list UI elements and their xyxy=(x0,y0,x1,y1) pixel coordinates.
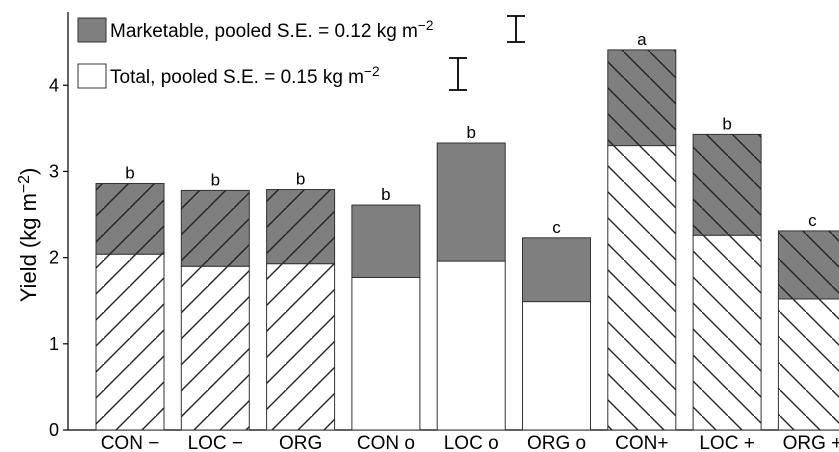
x-tick-label: ORG o xyxy=(527,433,586,452)
bar-total-hatch xyxy=(607,145,676,430)
y-axis-label: Yield (kg m−2) xyxy=(16,168,41,303)
bar-marketable-hatch xyxy=(607,49,676,146)
bar-marketable-hatch xyxy=(181,190,250,267)
significance-letter: b xyxy=(722,114,731,133)
significance-letter: c xyxy=(808,211,817,230)
bar-group xyxy=(777,230,839,431)
bar-total-hatch xyxy=(266,263,335,430)
bar-group xyxy=(436,142,506,431)
significance-letter: b xyxy=(211,170,220,189)
bar-total-hatch xyxy=(96,254,164,430)
significance-letters: b b b b b c a b c xyxy=(125,30,817,237)
x-tick-label: CON − xyxy=(101,433,160,452)
bar-marketable xyxy=(522,237,591,303)
legend-swatch-marketable xyxy=(77,17,107,43)
significance-letter: b xyxy=(296,170,305,189)
bar-marketable-hatch xyxy=(778,230,839,299)
legend-swatch-total xyxy=(77,63,107,89)
bar-marketable xyxy=(351,204,421,278)
bar-total xyxy=(351,276,421,431)
se-bar-total xyxy=(449,57,467,91)
bar-total xyxy=(522,301,591,431)
significance-letter: b xyxy=(125,164,134,183)
y-tick-label: 3 xyxy=(49,161,59,181)
x-tick-label: ORG + xyxy=(783,433,839,452)
x-tick-labels: CON − LOC − ORG CON o LOC o ORG o CON+ LOC + ORG… xyxy=(101,433,839,452)
bar-marketable-hatch xyxy=(96,183,164,255)
bar-group xyxy=(266,189,336,431)
legend-label-marketable: Marketable, pooled S.E. = 0.12 kg m−2 xyxy=(110,18,433,42)
bar-group xyxy=(607,49,677,431)
bar-marketable-hatch xyxy=(266,189,335,264)
legend-item-total: Total, pooled S.E. = 0.15 kg m−2 xyxy=(77,57,467,91)
bar-marketable-hatch xyxy=(693,134,762,236)
significance-letter: b xyxy=(466,123,475,142)
significance-letter: a xyxy=(637,30,647,49)
bar-group xyxy=(692,133,762,431)
legend-item-marketable: Marketable, pooled S.E. = 0.12 kg m−2 xyxy=(77,15,525,43)
bar-group xyxy=(95,183,165,431)
bar-total-hatch xyxy=(693,235,762,430)
y-tick-label: 1 xyxy=(49,334,59,354)
x-tick-label: CON o xyxy=(357,433,415,452)
significance-letter: b xyxy=(381,185,390,204)
x-tick-label: LOC − xyxy=(188,433,243,452)
x-tick-label: CON+ xyxy=(615,433,668,452)
bar-marketable xyxy=(436,142,506,262)
legend: Marketable, pooled S.E. = 0.12 kg m−2 To… xyxy=(77,15,525,91)
y-tick-label: 4 xyxy=(49,75,59,95)
y-tick-label: 2 xyxy=(49,248,59,268)
x-tick-label: LOC o xyxy=(444,433,499,452)
bars xyxy=(95,49,839,431)
bar-total xyxy=(436,260,506,431)
bar-total-hatch xyxy=(778,298,839,430)
x-tick-label: ORG xyxy=(279,433,322,452)
bar-group xyxy=(522,237,591,431)
legend-label-total: Total, pooled S.E. = 0.15 kg m−2 xyxy=(110,64,380,88)
significance-letter: c xyxy=(552,218,561,237)
bar-group xyxy=(351,204,421,431)
se-bar-marketable xyxy=(507,15,525,43)
y-ticks: 0 1 2 3 4 xyxy=(49,75,68,440)
x-tick-label: LOC + xyxy=(699,433,754,452)
bar-group xyxy=(180,189,250,431)
y-tick-label: 0 xyxy=(49,420,59,440)
bar-total-hatch xyxy=(181,266,250,430)
